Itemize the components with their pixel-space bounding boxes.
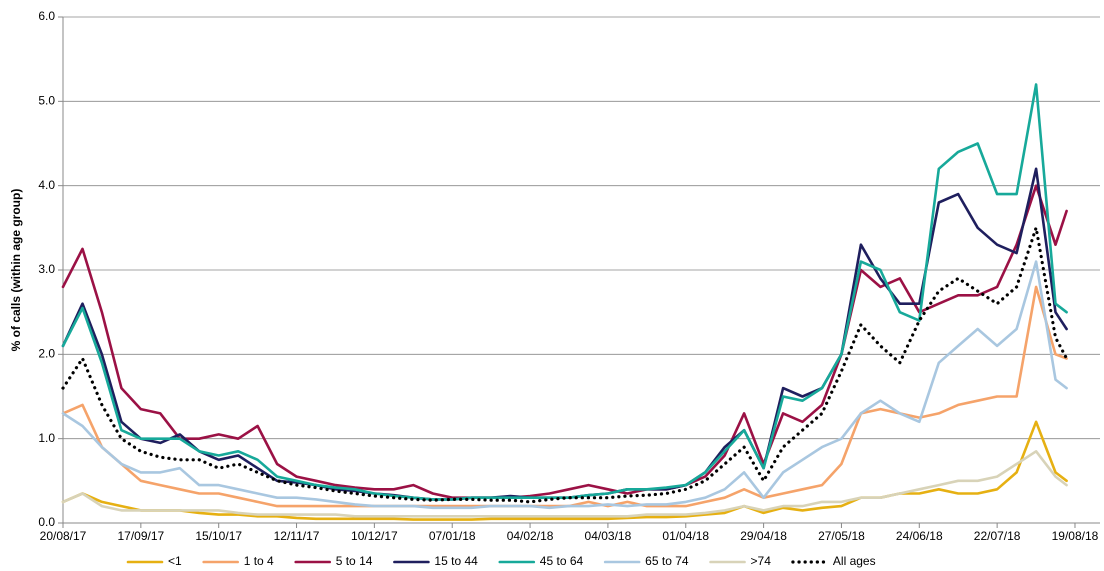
series-line (61, 167, 1068, 501)
y-tick-label: 2.0 (38, 347, 55, 361)
x-tick-label: 22/07/18 (974, 529, 1021, 543)
legend-label: 45 to 64 (540, 554, 584, 568)
x-tick-label: 12/11/17 (274, 529, 320, 543)
series-line (61, 260, 1068, 510)
x-tick-label: 04/03/18 (585, 529, 632, 543)
x-tick-label: 29/04/18 (740, 529, 787, 543)
x-tick-label: 04/02/18 (507, 529, 554, 543)
x-tick-label: 27/05/18 (818, 529, 865, 543)
legend-label: 1 to 4 (244, 554, 274, 568)
x-tick-label: 01/04/18 (662, 529, 709, 543)
y-tick-label: 3.0 (38, 262, 55, 276)
series-line (61, 420, 1068, 521)
x-tick-label: 20/08/17 (40, 529, 87, 543)
series-line (61, 226, 1069, 504)
series-line (61, 83, 1068, 501)
y-tick-label: 1.0 (38, 431, 55, 445)
series-line (61, 450, 1068, 518)
legend-label: 15 to 44 (434, 554, 478, 568)
x-tick-label: 17/09/17 (117, 529, 164, 543)
x-tick-label: 07/01/18 (429, 529, 476, 543)
x-tick-label: 24/06/18 (896, 529, 943, 543)
series-line (61, 184, 1068, 499)
legend-label: <1 (168, 554, 182, 568)
y-tick-label: 6.0 (38, 9, 55, 23)
x-tick-label: 19/08/18 (1052, 529, 1099, 543)
x-tick-label: 15/10/17 (195, 529, 242, 543)
legend-label: All ages (833, 554, 876, 568)
y-axis-label: % of calls (within age group) (9, 189, 23, 352)
legend-label: >74 (751, 554, 772, 568)
legend-label: 65 to 74 (645, 554, 689, 568)
x-tick-label: 10/12/17 (351, 529, 398, 543)
legend-label: 5 to 14 (336, 554, 373, 568)
y-tick-label: 5.0 (38, 94, 55, 108)
y-tick-label: 4.0 (38, 178, 55, 192)
y-tick-label: 0.0 (38, 515, 55, 529)
